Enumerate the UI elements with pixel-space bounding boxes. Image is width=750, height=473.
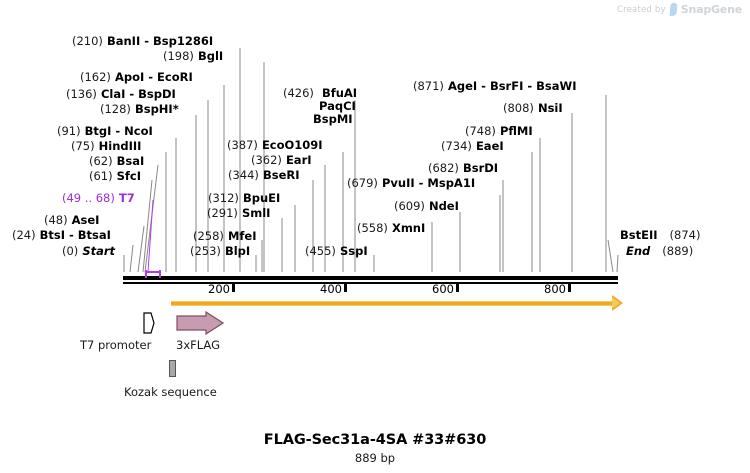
ruler-tick-400 xyxy=(344,284,347,292)
orf-arrow-head-inner xyxy=(612,297,620,309)
feature-label-kozak: Kozak sequence xyxy=(124,385,217,399)
site-label-start: (0) Start xyxy=(62,244,116,258)
site-label-253: (253) BlpI xyxy=(190,244,251,258)
3xflag-cds-arrow-icon[interactable] xyxy=(176,311,224,335)
site-label-362: (362) EarI xyxy=(251,153,312,167)
site-label-344: (344) BseRI xyxy=(228,168,300,182)
site-label-679: (679) PvuII - MspA1I xyxy=(347,176,476,190)
site-label-426: (426) BfuAI PaqCI BspMI xyxy=(283,86,358,126)
site-label-24: (24) BtsI - BtsaI xyxy=(12,228,111,242)
feature-label-t7-promoter: T7 promoter xyxy=(80,338,152,352)
ruler-label-600: 600 xyxy=(432,282,454,296)
feature-label-3xflag: 3xFLAG xyxy=(176,338,220,352)
ruler-tick-800 xyxy=(568,284,571,292)
site-label-162: (162) ApoI - EcoRI xyxy=(80,70,193,84)
orf-arrow-icon[interactable] xyxy=(171,301,616,306)
site-label-682: (682) BsrDI xyxy=(428,161,499,175)
site-label-48: (48) AseI xyxy=(44,213,100,227)
watermark-brand: SnapGene xyxy=(680,3,742,16)
ruler-tick-600 xyxy=(456,284,459,292)
sequence-backbone-shadow xyxy=(123,282,618,284)
site-label-198: (198) BglI xyxy=(163,49,224,63)
site-label-558: (558) XmnI xyxy=(357,221,426,235)
watermark-prefix: Created by xyxy=(616,4,666,15)
snapgene-watermark: Created by SnapGene xyxy=(617,3,742,16)
site-label-91: (91) BtgI - NcoI xyxy=(57,124,153,138)
site-label-387: (387) EcoO109I xyxy=(227,138,323,152)
site-label-end: End (889) xyxy=(626,244,694,258)
page-title: FLAG-Sec31a-4SA #33#630 xyxy=(263,432,487,448)
site-label-734: (734) EaeI xyxy=(441,139,504,153)
site-label-291: (291) SmlI xyxy=(207,206,271,220)
t7-marker-bar xyxy=(145,271,161,273)
site-label-258: (258) MfeI xyxy=(193,229,257,243)
site-label-808: (808) NsiI xyxy=(503,101,563,115)
kozak-sequence-box-icon[interactable] xyxy=(169,360,176,377)
site-label-61: (61) SfcI xyxy=(89,169,142,183)
site-label-136: (136) ClaI - BspDI xyxy=(66,87,176,101)
t7-marker-tick xyxy=(145,270,147,278)
site-label-312: (312) BpuEI xyxy=(208,191,281,205)
sequence-backbone[interactable] xyxy=(123,276,618,280)
ruler-label-200: 200 xyxy=(208,282,230,296)
t7-promoter-arrow-icon[interactable] xyxy=(143,312,155,334)
ruler-tick-200 xyxy=(232,284,235,292)
site-label-748: (748) PflMI xyxy=(465,124,533,138)
site-label-128: (128) BspHI* xyxy=(100,102,179,116)
site-label-210: (210) BanII - Bsp1286I xyxy=(72,34,214,48)
ruler-label-400: 400 xyxy=(320,282,342,296)
feature-label-t7: (49 .. 68) T7 xyxy=(62,191,135,205)
t7-marker-tick-end xyxy=(159,270,161,278)
site-label-609: (609) NdeI xyxy=(394,199,459,213)
site-label-75: (75) HindIII xyxy=(71,139,142,153)
site-label-455: (455) SspI xyxy=(305,244,368,258)
ruler-label-800: 800 xyxy=(544,282,566,296)
site-label-871: (871) AgeI - BsrFI - BsaWI xyxy=(413,79,577,93)
site-label-62: (62) BsaI xyxy=(89,154,145,168)
page-subtitle: 889 bp xyxy=(354,451,396,465)
site-label-874: BstEII (874) xyxy=(620,228,701,242)
